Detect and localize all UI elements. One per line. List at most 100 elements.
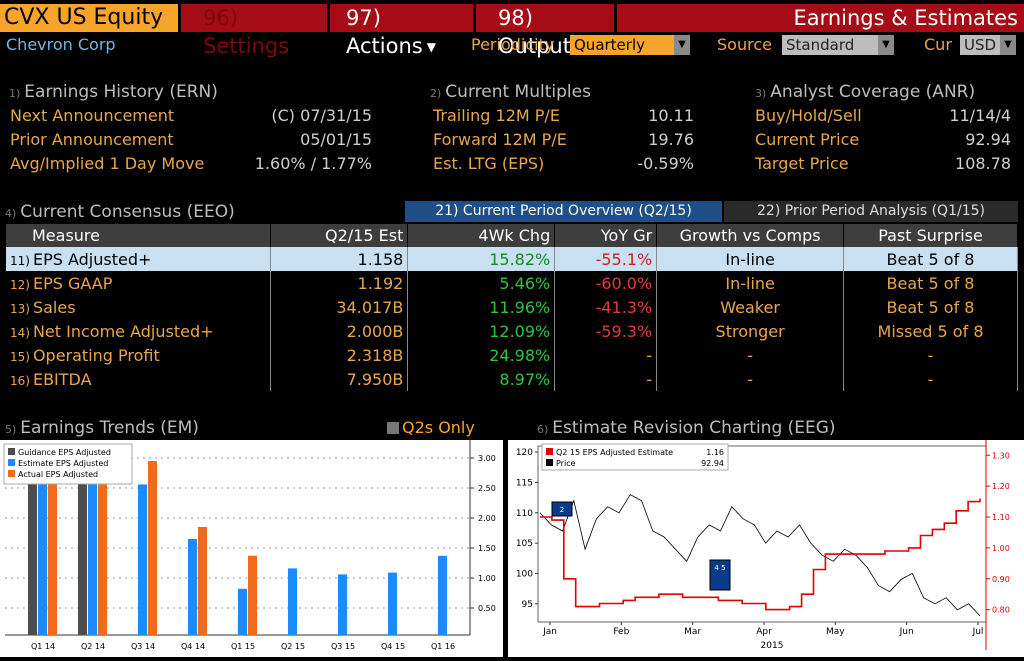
col-header-4wk-chg[interactable]: 4Wk Chg	[407, 224, 556, 247]
source-select[interactable]: Standard	[782, 35, 878, 55]
x-tick-label: Apr	[756, 627, 772, 637]
current-consensus-title[interactable]: 4) Current Consensus (EEO)	[5, 202, 235, 222]
measure-name: EPS GAAP	[32, 273, 113, 293]
measure-cell[interactable]: 12) EPS GAAP	[6, 271, 272, 295]
chg-cell: 11.96%	[407, 295, 556, 319]
right-tick-label: 1.00	[992, 544, 1010, 553]
x-tick-label: Q4 14	[181, 642, 205, 651]
col-header-measure[interactable]: Measure	[6, 224, 272, 247]
table-row[interactable]: 13) Sales 34.017B 11.96% -41.3% Weaker Be…	[6, 295, 1018, 319]
row-value: 108.78	[955, 154, 1011, 173]
event-marker-label: 4 5	[714, 564, 725, 572]
estimate-series-line	[540, 498, 981, 611]
bar	[78, 452, 87, 635]
growth-cell: In-line	[656, 271, 845, 295]
row-value: 05/01/15	[300, 130, 372, 149]
source-label: Source	[717, 35, 772, 54]
actions-menu[interactable]: 97) Actions ▼	[330, 4, 473, 58]
section-title-text: Current Multiples	[445, 82, 591, 102]
section-number: 3)	[755, 87, 767, 100]
analyst-coverage-title[interactable]: 3) Analyst Coverage (ANR)	[755, 82, 975, 102]
table-row[interactable]: 15) Operating Profit 2.318B 24.98% - - -	[6, 343, 1018, 367]
measure-cell[interactable]: 16) EBITDA	[6, 367, 272, 391]
row-label: Est. LTG (EPS)	[433, 154, 545, 173]
bar	[38, 452, 47, 635]
tab-current-period[interactable]: 21) Current Period Overview (Q2/15)	[405, 201, 722, 222]
right-tick-label: 1.20	[992, 482, 1010, 491]
row-label: Avg/Implied 1 Day Move	[10, 154, 205, 173]
measure-cell[interactable]: 13) Sales	[6, 295, 272, 319]
screen-title: Earnings & Estimates	[793, 6, 1018, 30]
estimate-revision-chart[interactable]: 120 115 110 105 100 95 1.30 1.20 1.10 1.00 0.90 0.8…	[508, 440, 1024, 657]
measure-cell[interactable]: 11) EPS Adjusted+	[6, 247, 272, 271]
bar	[238, 588, 247, 635]
company-name: Chevron Corp	[6, 35, 116, 54]
section-number: 5)	[5, 423, 17, 436]
current-multiples-title[interactable]: 2) Current Multiples	[430, 82, 591, 102]
earnings-trends-title[interactable]: 5) Earnings Trends (EM)	[5, 418, 199, 438]
x-tick-label: Q4 15	[381, 642, 405, 651]
ticker-field[interactable]: CVX US Equity	[0, 4, 178, 32]
next-announcement-row: Next Announcement (C) 07/31/15	[10, 106, 372, 128]
x-tick-label: Mar	[684, 627, 701, 637]
currency-select[interactable]: USD	[960, 35, 1000, 55]
measure-cell[interactable]: 15) Operating Profit	[6, 343, 272, 367]
chevron-down-icon[interactable]: ▼	[674, 35, 690, 55]
left-tick-label: 115	[516, 478, 533, 488]
avg-implied-move-row: Avg/Implied 1 Day Move 1.60% / 1.77%	[10, 154, 372, 176]
price-series-line	[539, 494, 981, 617]
currency-label: Cur	[924, 35, 952, 54]
row-value: 1.60% / 1.77%	[254, 154, 372, 173]
surprise-cell: -	[843, 367, 1018, 391]
forward-pe-row: Forward 12M P/E 19.76	[433, 130, 694, 152]
checkbox-icon	[387, 422, 399, 434]
right-tick-label: 1.10	[992, 513, 1010, 522]
table-row[interactable]: 16) EBITDA 7.950B 8.97% - - -	[6, 367, 1018, 391]
earnings-trends-chart[interactable]: 3.00 2.50 2.00 1.50 1.00 0.50 Q1 14 Q2 14 Q3 14 Q…	[0, 440, 503, 657]
toggle-label: Q2s Only	[402, 418, 475, 437]
row-label: Next Announcement	[10, 106, 175, 125]
yoy-cell: -59.3%	[554, 319, 658, 343]
table-row[interactable]: 11) EPS Adjusted+ 1.158 15.82% -55.1% In-…	[6, 247, 1018, 271]
tab-prior-period[interactable]: 22) Prior Period Analysis (Q1/15)	[724, 201, 1018, 222]
legend-swatch	[546, 459, 553, 466]
bar	[188, 539, 197, 635]
row-value: -0.59%	[637, 154, 694, 173]
est-cell: 34.017B	[270, 295, 409, 319]
col-header-yoy[interactable]: YoY Gr	[554, 224, 658, 247]
settings-menu[interactable]: 96) Settings	[181, 4, 327, 58]
col-header-est[interactable]: Q2/15 Est	[270, 224, 409, 247]
row-number: 13)	[10, 301, 30, 316]
measure-name: EPS Adjusted+	[32, 249, 152, 269]
col-header-surprise[interactable]: Past Surprise	[843, 224, 1018, 247]
row-value: 92.94	[965, 130, 1011, 149]
periodicity-select[interactable]: Quarterly	[570, 35, 674, 55]
col-header-growth[interactable]: Growth vs Comps	[656, 224, 845, 247]
section-number: 1)	[9, 87, 21, 100]
table-row[interactable]: 14) Net Income Adjusted+ 2.000B 12.09% -5…	[6, 319, 1018, 343]
bar	[198, 527, 207, 635]
earnings-history-title[interactable]: 1) Earnings History (ERN)	[9, 82, 218, 102]
legend-swatch	[8, 459, 15, 466]
bar	[338, 574, 347, 635]
chevron-down-icon[interactable]: ▼	[1000, 35, 1016, 55]
row-label: Prior Announcement	[10, 130, 174, 149]
yoy-cell: -55.1%	[554, 247, 658, 271]
row-label: Current Price	[755, 130, 860, 149]
y-tick-label: 2.00	[478, 514, 496, 523]
measure-cell[interactable]: 14) Net Income Adjusted+	[6, 319, 272, 343]
estimate-revision-title[interactable]: 6) Estimate Revision Charting (EEG)	[537, 418, 836, 438]
bar	[98, 452, 107, 635]
output-menu[interactable]: 98) Output▼	[476, 4, 614, 58]
chg-cell: 8.97%	[407, 367, 556, 391]
row-value: 10.11	[648, 106, 694, 125]
x-tick-label: Q1 14	[31, 642, 55, 651]
table-row[interactable]: 12) EPS GAAP 1.192 5.46% -60.0% In-line B…	[6, 271, 1018, 295]
line-chart-svg: 120 115 110 105 100 95 1.30 1.20 1.10 1.00 0.90 0.8…	[516, 440, 1010, 651]
bar	[438, 555, 447, 635]
q2s-only-toggle[interactable]: Q2s Only	[387, 418, 475, 437]
table-header-row: Measure Q2/15 Est 4Wk Chg YoY Gr Growth …	[6, 224, 1018, 247]
legend-box	[3, 443, 133, 485]
row-value: 19.76	[648, 130, 694, 149]
chevron-down-icon[interactable]: ▼	[878, 35, 894, 55]
